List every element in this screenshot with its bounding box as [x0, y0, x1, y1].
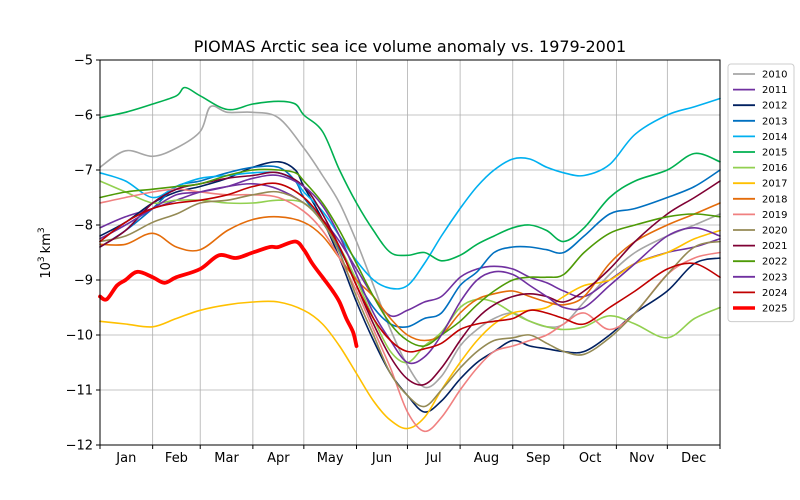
y-tick-label: −10 — [66, 329, 93, 344]
legend-label: 2019 — [762, 210, 787, 221]
legend-label: 2015 — [762, 148, 787, 159]
x-tick-label: Apr — [267, 451, 290, 466]
x-tick-label: Oct — [579, 451, 601, 466]
series-line-2022 — [99, 168, 721, 347]
legend-label: 2010 — [762, 70, 787, 81]
y-tick-label: −12 — [66, 439, 93, 454]
y-axis-label: 103km3 — [37, 227, 54, 278]
x-tick-label: Sep — [526, 451, 551, 466]
y-tick-label: −5 — [74, 54, 93, 69]
legend-label: 2013 — [762, 116, 787, 127]
legend-label: 2012 — [762, 101, 787, 112]
legend-label: 2014 — [762, 132, 787, 143]
plot-frame — [99, 59, 721, 446]
y-axis-label-base: 10 — [39, 262, 54, 279]
legend-label: 2022 — [762, 257, 787, 268]
series-line-2013 — [99, 165, 721, 328]
y-axis-label-unit: km — [39, 233, 54, 253]
legend-label: 2020 — [762, 226, 787, 237]
x-tick-label: Feb — [165, 451, 188, 466]
x-tick-label: Aug — [474, 451, 499, 466]
series-lines — [98, 86, 721, 433]
grid — [99, 59, 721, 446]
y-axis-label-exp: 3 — [37, 256, 47, 262]
y-tick-label: −9 — [74, 274, 93, 289]
legend-label: 2024 — [762, 288, 787, 299]
x-tick-label: May — [317, 451, 344, 466]
y-tick-label: −6 — [74, 109, 93, 124]
chart-title: PIOMAS Arctic sea ice volume anomaly vs.… — [194, 37, 626, 56]
series-line-2025 — [98, 239, 359, 348]
x-tick-label: Dec — [681, 451, 706, 466]
y-tick-label: −7 — [74, 164, 93, 179]
x-tick-label: Jun — [371, 451, 392, 466]
legend-label: 2025 — [762, 304, 787, 315]
series-line-2020 — [99, 190, 721, 408]
legend-label: 2017 — [762, 179, 787, 190]
series-line-2016 — [99, 180, 721, 364]
y-tick-label: −11 — [66, 384, 93, 399]
x-tick-label: Mar — [214, 451, 239, 466]
legend: 2010 2011 2012 2013 2014 2015 2016 2017 2018 2019… — [727, 63, 795, 323]
legend-box — [727, 63, 795, 323]
y-axis: −12 −11 −10 −9 −8 −7 −6 −5 — [66, 54, 100, 454]
legend-label: 2011 — [762, 85, 787, 96]
x-tick-label: Nov — [629, 451, 655, 466]
legend-label: 2016 — [762, 163, 787, 174]
series-line-2023 — [99, 174, 721, 365]
series-line-2024 — [99, 182, 721, 353]
x-axis: Jan Feb Mar Apr May Jun Jul Aug Sep Oct Nov Dec — [99, 445, 721, 466]
series-line-2019 — [99, 188, 721, 433]
series-line-2021 — [99, 171, 721, 386]
legend-label: 2018 — [762, 194, 787, 205]
y-axis-label-unit-exp: 3 — [37, 227, 47, 233]
legend-label: 2023 — [762, 272, 787, 283]
x-tick-label: Jan — [115, 451, 136, 466]
series-line-2018 — [99, 202, 721, 342]
series-line-2015 — [99, 86, 721, 262]
x-tick-label: Jul — [425, 451, 442, 466]
legend-label: 2021 — [762, 241, 787, 252]
y-tick-label: −8 — [74, 219, 93, 234]
series-line-2010 — [99, 105, 721, 389]
